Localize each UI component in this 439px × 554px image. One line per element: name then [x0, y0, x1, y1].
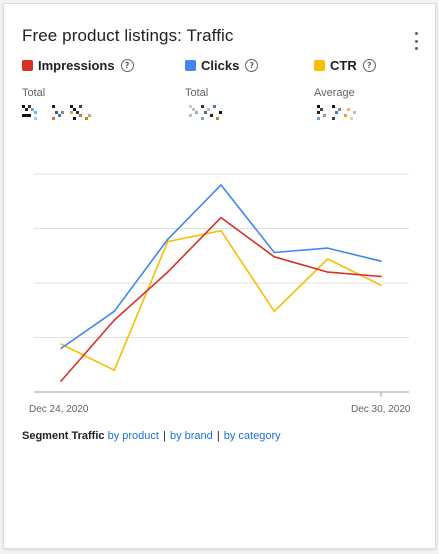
impressions-label: Impressions [38, 58, 115, 73]
data-point-clicks [113, 310, 116, 313]
series-line-impressions [60, 216, 382, 382]
clicks-swatch [185, 60, 196, 71]
data-point-impressions [326, 271, 329, 273]
x-axis-end-label: Dec 30, 2020 [351, 404, 411, 415]
data-point-ctr [326, 258, 329, 260]
help-circle-icon[interactable]: ? [245, 59, 259, 72]
data-point-impressions [380, 275, 382, 278]
more-vert-icon[interactable] [411, 32, 421, 50]
data-point-clicks [273, 251, 276, 254]
data-point-ctr [113, 369, 116, 372]
clicks-summary-label: Total [185, 87, 209, 99]
data-point-ctr [60, 343, 62, 345]
impressions-summary-label: Total [22, 87, 46, 99]
data-point-clicks [326, 247, 329, 249]
segment-by-product-link[interactable]: by product [107, 430, 159, 442]
ctr-label: CTR [330, 58, 357, 73]
traffic-line-chart [34, 173, 409, 397]
data-point-clicks [220, 184, 222, 186]
segment-by-brand-link[interactable]: by brand [169, 430, 213, 442]
data-point-clicks [60, 347, 62, 350]
segment-traffic: Segment Traffic by product | by brand | … [22, 430, 281, 442]
traffic-card: Free product listings: Traffic Impressio… [3, 3, 436, 549]
ctr-summary-label: Average [314, 87, 355, 99]
data-point-ctr [220, 229, 222, 232]
data-point-impressions [273, 256, 276, 258]
ctr-swatch [314, 60, 325, 71]
data-point-impressions [60, 380, 62, 382]
data-point-ctr [273, 310, 276, 313]
segment-title: Segment Traffic [22, 430, 105, 442]
series-line-ctr [60, 229, 382, 372]
x-axis-start-label: Dec 24, 2020 [29, 404, 89, 415]
help-circle-icon[interactable]: ? [362, 59, 376, 72]
data-point-clicks [380, 260, 382, 263]
impressions-swatch [22, 60, 33, 71]
data-point-impressions [220, 216, 222, 219]
data-point-impressions [113, 319, 116, 321]
segment-separator: | [163, 430, 166, 442]
series-line-clicks [60, 184, 382, 350]
legend-impressions[interactable]: Impressions ? [22, 58, 134, 73]
data-point-clicks [166, 238, 169, 241]
segment-separator: | [216, 430, 220, 442]
data-point-impressions [166, 271, 169, 273]
legend-ctr[interactable]: CTR ? [314, 58, 376, 73]
legend-clicks[interactable]: Clicks ? [185, 58, 259, 73]
card-title: Free product listings: Traffic [22, 26, 234, 45]
data-point-ctr [380, 284, 382, 286]
help-circle-icon[interactable]: ? [120, 59, 134, 72]
segment-by-category-link[interactable]: by category [223, 430, 281, 442]
clicks-label: Clicks [201, 58, 240, 73]
